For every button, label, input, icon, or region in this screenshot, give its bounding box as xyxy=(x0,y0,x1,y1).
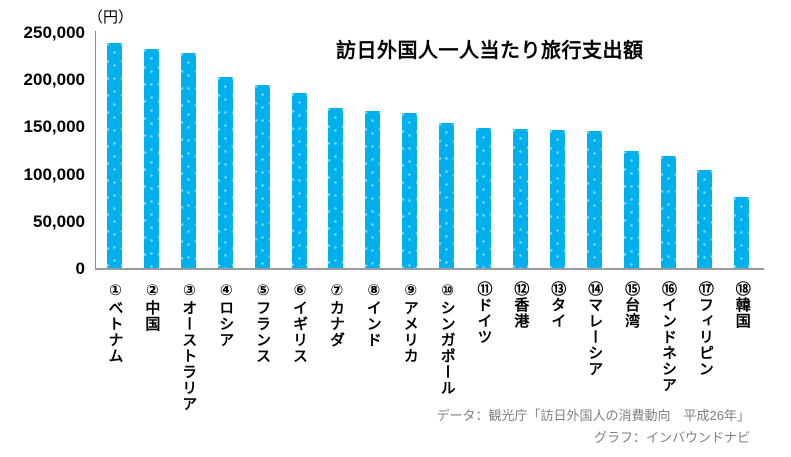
x-axis-label-2: ②中国 xyxy=(143,281,161,332)
bar-5 xyxy=(254,85,270,268)
y-axis-unit-label: （円） xyxy=(88,9,134,26)
bar-1 xyxy=(107,43,122,268)
bar-9 xyxy=(402,113,418,268)
bar-11 xyxy=(476,128,491,268)
x-axis-label-12: ⑫香港 xyxy=(512,281,530,329)
y-axis-tick-label: 100,000 xyxy=(23,164,85,184)
bar-17 xyxy=(697,170,713,268)
bar-7 xyxy=(328,108,344,268)
x-axis-label-9: ⑨アメリカ xyxy=(401,281,419,364)
bar-10 xyxy=(439,123,455,268)
y-axis-labels: 0 50,000 100,000 150,000 200,000 250,000 xyxy=(0,0,85,290)
x-axis-line xyxy=(95,268,764,270)
y-axis-tick-label: 0 xyxy=(75,259,85,278)
bar-13 xyxy=(549,130,565,268)
x-axis-label-7: ⑦カナダ xyxy=(327,281,345,348)
x-axis-label-3: ③オーストラリア xyxy=(180,281,198,412)
data-source-credit: データ：観光庁「訪日外国人の消費動向 平成26年」 xyxy=(436,408,750,423)
chart-footer: データ：観光庁「訪日外国人の消費動向 平成26年」 グラフ：インバウンドナビ xyxy=(437,405,750,449)
bar-18 xyxy=(734,197,750,268)
bar-4 xyxy=(217,77,233,268)
chart-title: 訪日外国人一人当たり旅行支出額 xyxy=(336,40,644,62)
bar-8 xyxy=(365,111,381,268)
y-axis-tick-label: 250,000 xyxy=(23,23,85,42)
x-axis-label-17: ⑰フィリピン xyxy=(696,281,714,377)
x-axis-label-4: ④ロシア xyxy=(217,281,235,348)
x-axis-label-16: ⑯インドネシア xyxy=(660,281,677,393)
x-axis-label-11: ⑪ドイツ xyxy=(475,281,493,345)
x-axis-label-5: ⑤フランス xyxy=(254,281,272,364)
y-axis-line xyxy=(95,31,96,270)
y-axis-tick-label: 200,000 xyxy=(23,70,85,90)
x-axis-label-14: ⑭マレーシア xyxy=(586,281,604,377)
x-axis-label-18: ⑱韓国 xyxy=(733,281,751,329)
x-axis-label-1: ①ベトナム xyxy=(106,281,124,364)
bar-16 xyxy=(660,156,676,268)
bar-12 xyxy=(512,129,528,268)
bar-15 xyxy=(623,151,639,268)
bar-14 xyxy=(586,131,602,268)
bars-layer xyxy=(95,32,764,268)
x-axis-label-15: ⑮台湾 xyxy=(623,281,641,329)
graph-credit: グラフ：インバウンドナビ xyxy=(593,430,750,445)
bar-6 xyxy=(291,93,307,268)
bar-3 xyxy=(180,53,196,268)
x-axis-label-10: ⑩シンガポール xyxy=(438,281,456,396)
x-axis-label-6: ⑥イギリス xyxy=(291,281,308,364)
y-axis-tick-label: 150,000 xyxy=(23,117,85,137)
x-axis-label-8: ⑧インド xyxy=(364,281,382,348)
y-axis-tick-label: 50,000 xyxy=(33,211,85,231)
x-axis-label-13: ⑬タイ xyxy=(549,281,567,329)
bar-2 xyxy=(143,49,159,268)
